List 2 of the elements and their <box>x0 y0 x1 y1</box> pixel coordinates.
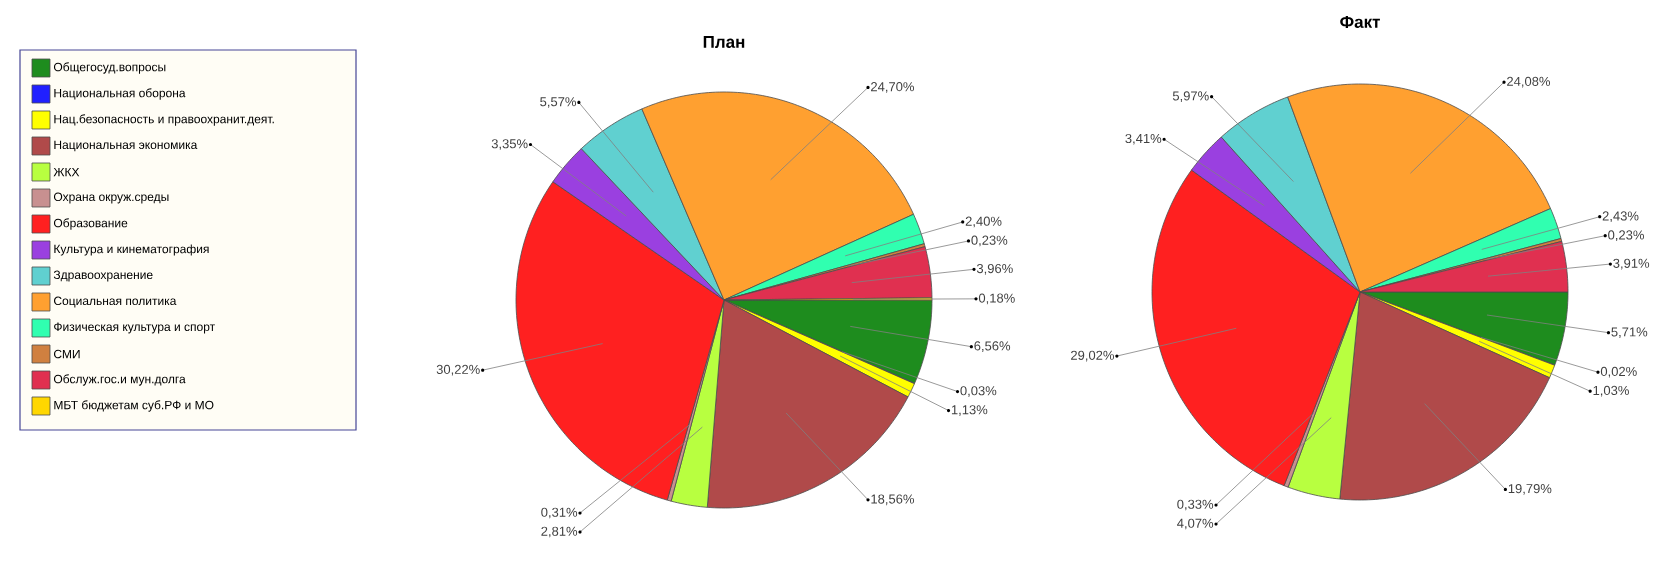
chart-title: План <box>703 36 745 48</box>
chart-title: Факт <box>1340 16 1380 28</box>
